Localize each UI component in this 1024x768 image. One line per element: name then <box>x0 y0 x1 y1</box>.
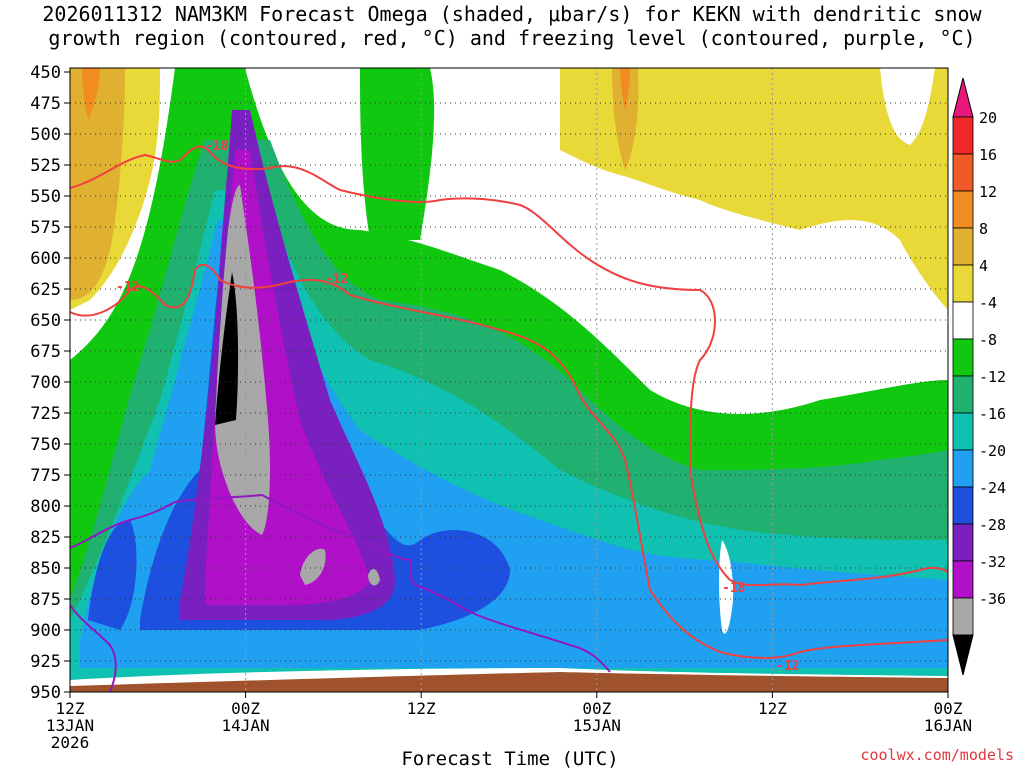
colorbar-swatch <box>952 449 974 488</box>
omega-black-core <box>215 272 239 425</box>
omega-white-notch <box>719 540 734 634</box>
colorbar-swatch <box>952 486 974 525</box>
contour-label: -18 <box>205 139 229 154</box>
colorbar-swatch <box>952 560 974 599</box>
credit-text: coolwx.com/models <box>860 746 1014 764</box>
omega-gray-layer <box>215 185 380 586</box>
y-tick-label: 875 <box>30 590 61 610</box>
colorbar-label: -4 <box>979 294 997 312</box>
x-axis-label: Forecast Time (UTC) <box>401 748 618 768</box>
colorbar-swatch <box>952 190 974 229</box>
contour-label: -12 <box>776 659 799 674</box>
colorbar-swatch <box>952 375 974 414</box>
contour-label: -18 <box>722 581 746 596</box>
colorbar-swatch <box>952 338 974 377</box>
plot-frame <box>69 67 949 693</box>
y-tick-label: 700 <box>30 373 61 393</box>
y-axis: 450 475 500 525 550 575 600 625 650 675 700 725 750 7… <box>30 63 70 703</box>
y-tick-label: 450 <box>30 63 61 83</box>
x-tick-label: 00Z <box>231 699 260 718</box>
dsg-contour-minus18 <box>70 145 948 587</box>
omega-white-upper-right <box>880 68 935 145</box>
y-tick-label: 850 <box>30 559 61 579</box>
chart-title-line2: growth region (contoured, red, °C) and f… <box>48 26 976 50</box>
omega-orange-upper <box>620 68 630 110</box>
y-tick-label: 575 <box>30 218 61 238</box>
y-tick-label: 725 <box>30 404 61 424</box>
colorbar-label: 8 <box>979 220 988 238</box>
omega-orange-left <box>82 68 100 120</box>
colorbar-swatch <box>952 412 974 451</box>
colorbar-bottom-arrow <box>952 634 974 676</box>
colorbar-swatch <box>952 153 974 192</box>
colorbar-label: 16 <box>979 146 997 164</box>
dsg-contour-minus12 <box>70 263 948 659</box>
colorbar-label: -20 <box>979 442 1006 460</box>
y-tick-label: 650 <box>30 311 61 331</box>
colorbar-label: 12 <box>979 183 997 201</box>
y-tick-label: 525 <box>30 156 61 176</box>
colorbar: 20 16 12 8 4 -4 -8 -12 -16 -20 -24 -28 -32 -36 <box>952 77 1006 676</box>
x-tick-label: 12Z <box>56 699 85 718</box>
y-tick-label: 500 <box>30 125 61 145</box>
y-tick-label: 950 <box>30 683 61 703</box>
y-tick-label: 675 <box>30 342 61 362</box>
colorbar-swatch <box>952 264 974 303</box>
omega-gold-left <box>70 68 125 300</box>
y-tick-label: 775 <box>30 466 61 486</box>
x-tick-label: 2026 <box>51 733 90 752</box>
colorbar-label: -32 <box>979 553 1006 571</box>
contours <box>70 145 948 692</box>
x-tick-label: 12Z <box>407 699 436 718</box>
colorbar-top-arrow <box>952 77 974 118</box>
omega-green-upper <box>360 68 435 240</box>
colorbar-label: -8 <box>979 331 997 349</box>
colorbar-swatch <box>952 301 974 340</box>
y-tick-label: 750 <box>30 435 61 455</box>
x-tick-label: 13JAN <box>46 716 94 735</box>
y-tick-label: 800 <box>30 497 61 517</box>
x-tick-label: 15JAN <box>573 716 621 735</box>
y-tick-label: 600 <box>30 249 61 269</box>
omega-yellow-upper-right <box>560 68 948 310</box>
x-tick-label: 14JAN <box>222 716 270 735</box>
y-tick-label: 625 <box>30 280 61 300</box>
shaded-field <box>70 68 948 692</box>
surface-terrain <box>70 672 948 692</box>
colorbar-label: -28 <box>979 516 1006 534</box>
chart-title-line1: 2026011312 NAM3KM Forecast Omega (shaded… <box>42 2 982 26</box>
x-tick-label: 16JAN <box>924 716 972 735</box>
x-tick-label: 12Z <box>758 699 787 718</box>
colorbar-label: 4 <box>979 257 988 275</box>
y-tick-label: 900 <box>30 621 61 641</box>
colorbar-swatch <box>952 227 974 266</box>
colorbar-label: 20 <box>979 109 997 127</box>
omega-gold-upper <box>612 68 639 170</box>
colorbar-label: -24 <box>979 479 1006 497</box>
y-tick-label: 550 <box>30 187 61 207</box>
contour-label: -12 <box>325 272 348 287</box>
colorbar-label: -12 <box>979 368 1006 386</box>
chart-title: 2026011312 NAM3KM Forecast Omega (shaded… <box>0 2 1024 50</box>
colorbar-label: -36 <box>979 590 1006 608</box>
x-tick-label: 00Z <box>934 699 963 718</box>
colorbar-swatch <box>952 116 974 155</box>
y-tick-label: 825 <box>30 528 61 548</box>
colorbar-swatch <box>952 597 974 636</box>
freezing-level-lower <box>70 604 117 692</box>
y-tick-label: 925 <box>30 652 61 672</box>
x-tick-label: 00Z <box>582 699 611 718</box>
colorbar-label: -16 <box>979 405 1006 423</box>
freezing-level-contour <box>70 493 611 673</box>
contour-labels: -18 -12 -12 -18 -12 <box>116 139 799 674</box>
y-tick-label: 475 <box>30 94 61 114</box>
colorbar-swatch <box>952 523 974 562</box>
contour-label: -12 <box>116 280 139 295</box>
